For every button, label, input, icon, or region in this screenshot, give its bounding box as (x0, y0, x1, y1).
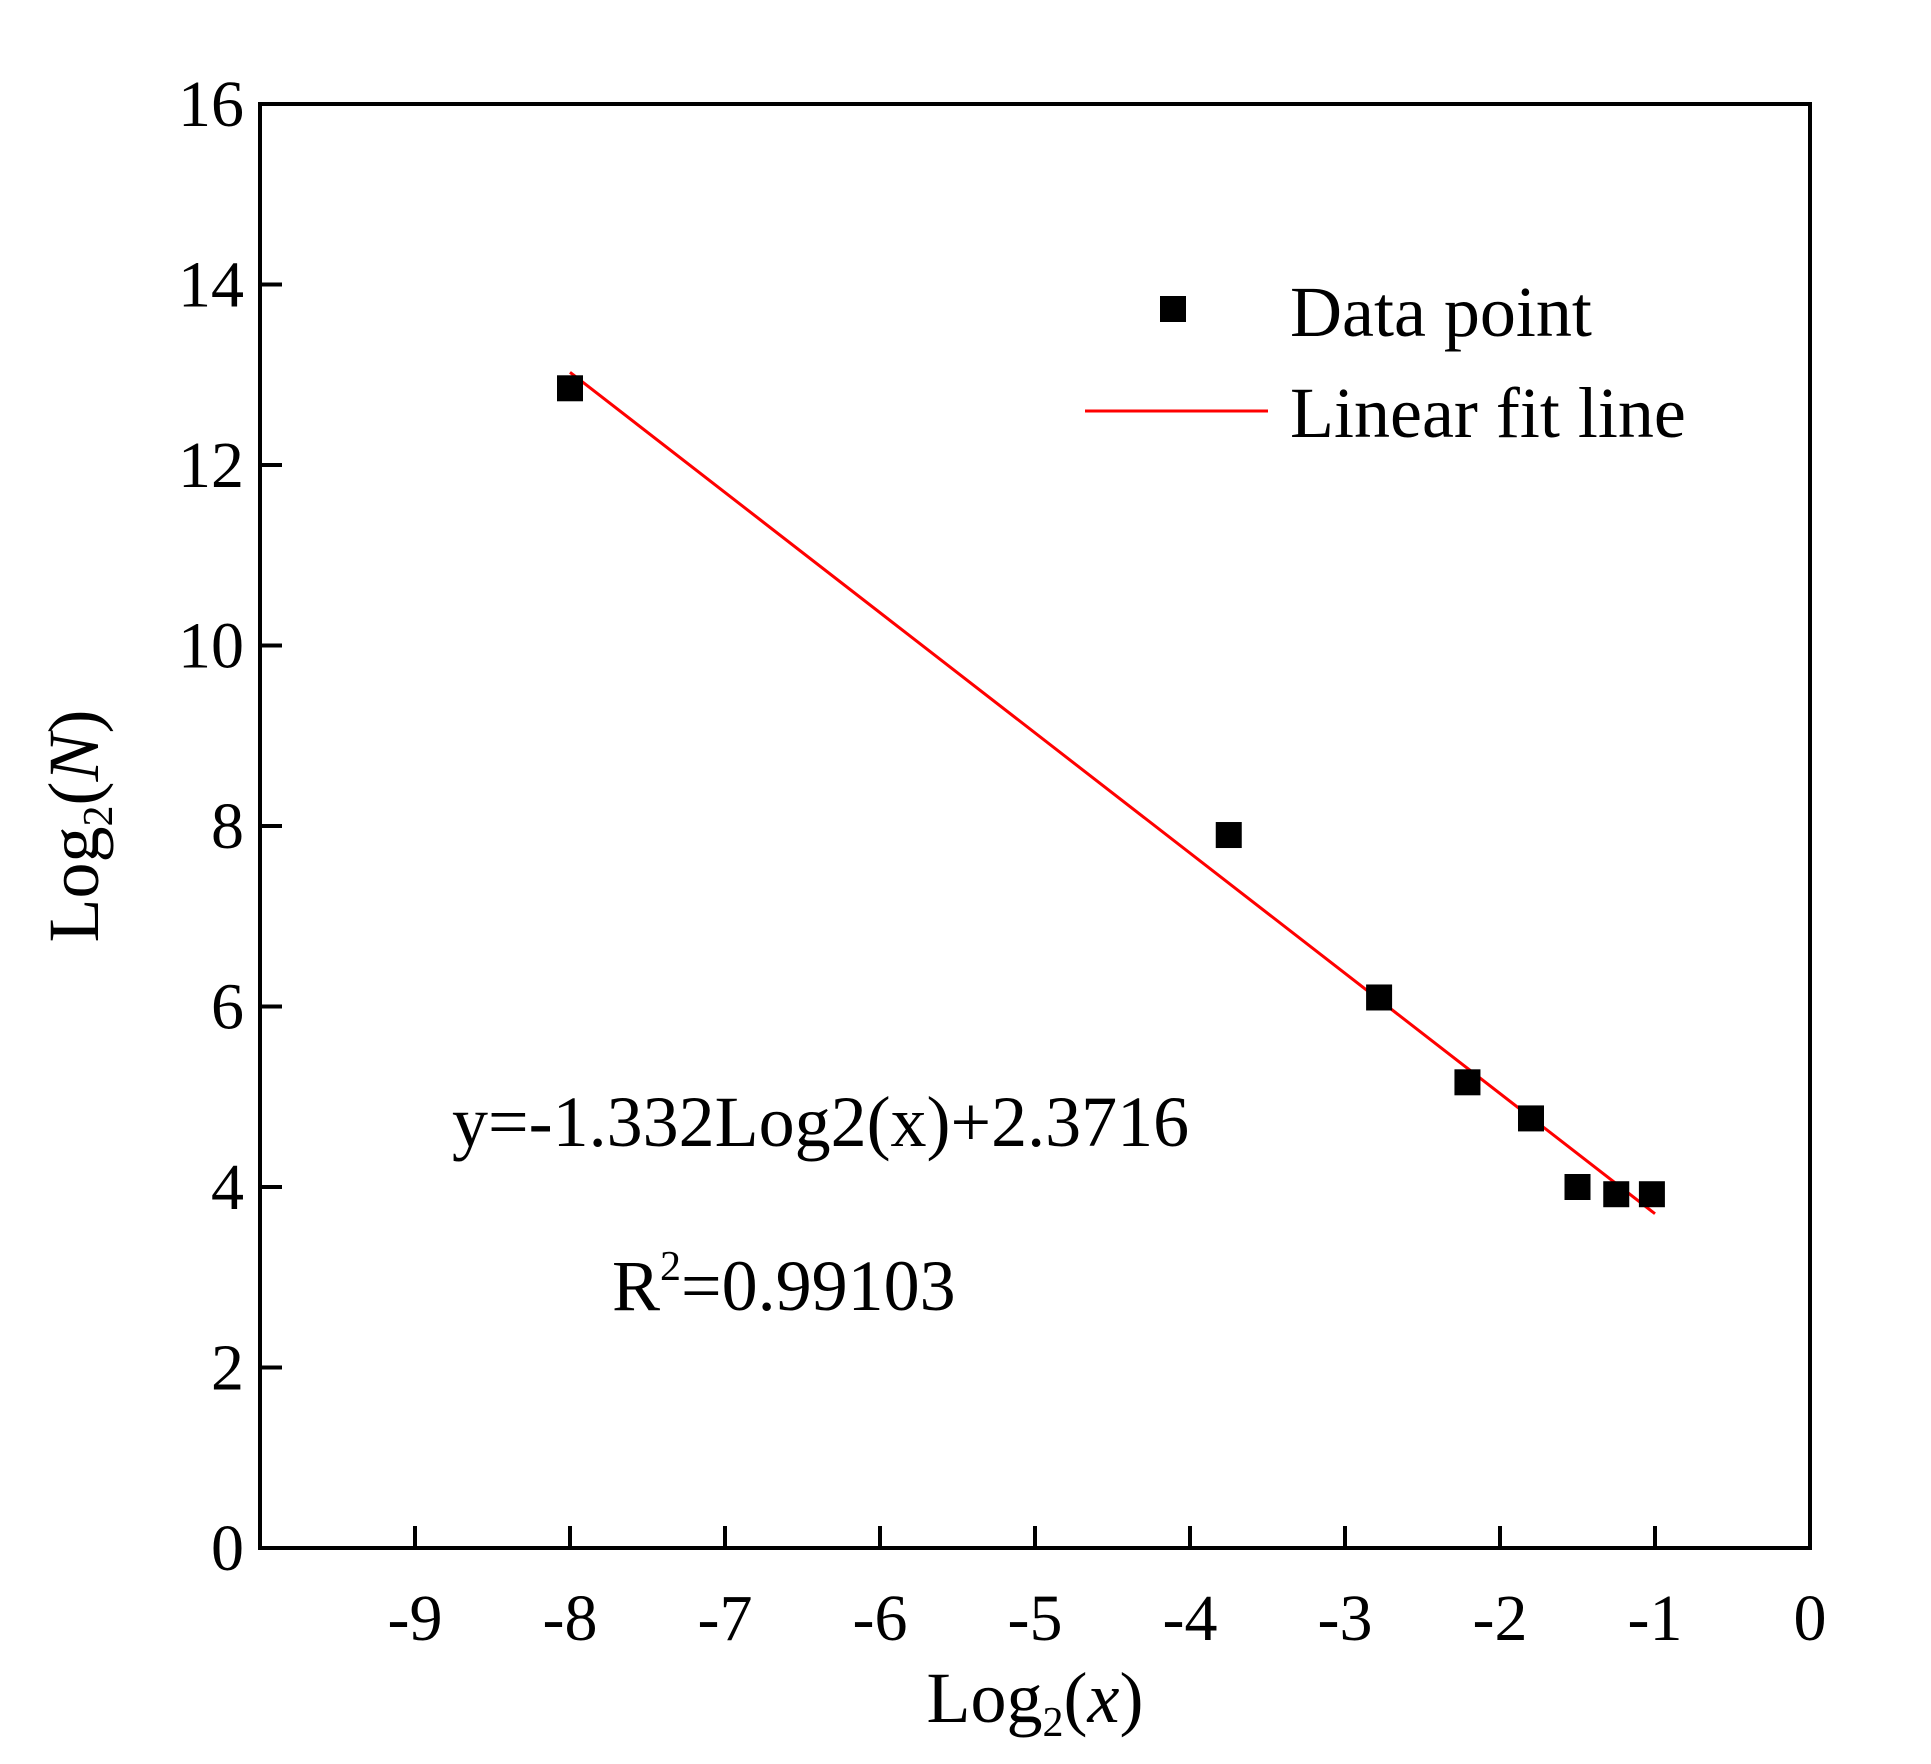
y-axis: 0 2 4 6 8 10 12 14 16 (178, 68, 282, 1585)
r-squared: R2=0.99103 (612, 1244, 956, 1326)
data-point-marker (1638, 1181, 1665, 1208)
series-layer (557, 371, 1665, 1215)
y-axis-title-arg: N (34, 730, 114, 783)
x-tick-label: -7 (698, 1582, 753, 1655)
y-tick-label: 10 (178, 610, 244, 683)
x-tick-label: -3 (1318, 1582, 1373, 1655)
legend-label-linear-fit: Linear fit line (1290, 373, 1686, 453)
y-tick-label: 8 (211, 790, 244, 863)
y-tick-label: 2 (211, 1332, 244, 1405)
r-squared-prefix: R (612, 1246, 660, 1326)
y-tick-label: 12 (178, 429, 244, 502)
legend-label-data-point: Data point (1290, 272, 1592, 352)
x-axis-title-arg: x (1087, 1658, 1120, 1738)
data-point-marker (1366, 984, 1393, 1011)
fit-equation: y=-1.332Log2(x)+2.3716 (452, 1082, 1189, 1162)
x-axis-title-base: Log (927, 1658, 1043, 1738)
y-tick-label: 0 (211, 1512, 244, 1585)
y-tick-label: 14 (178, 249, 244, 322)
x-tick-label: 0 (1794, 1582, 1827, 1655)
x-axis-title: Log2(x) (927, 1658, 1144, 1746)
y-tick-label: 16 (178, 68, 244, 141)
x-tick-label: -8 (543, 1582, 598, 1655)
x-tick-label: -6 (853, 1582, 908, 1655)
x-tick-label: -2 (1473, 1582, 1528, 1655)
data-point-marker (1215, 822, 1242, 849)
data-point-marker (557, 375, 583, 402)
r-squared-value: =0.99103 (681, 1246, 956, 1326)
legend: Data point Linear fit line (1085, 272, 1686, 453)
y-axis-title-base: Log (34, 827, 114, 943)
legend-marker-data-point (1160, 296, 1186, 322)
x-tick-label: -1 (1628, 1582, 1683, 1655)
y-tick-label: 6 (211, 971, 244, 1044)
x-tick-label: -4 (1163, 1582, 1218, 1655)
y-axis-title: Log2(N) (34, 710, 122, 943)
x-tick-label: -5 (1008, 1582, 1063, 1655)
data-point-marker (1564, 1174, 1591, 1200)
r-squared-sup: 2 (660, 1244, 681, 1290)
data-point-marker (1454, 1069, 1481, 1096)
data-point-marker (1603, 1181, 1630, 1208)
data-point-marker (1518, 1105, 1544, 1132)
x-axis: -9 -8 -7 -6 -5 -4 -3 -2 -1 0 (388, 1526, 1827, 1655)
x-tick-label: -9 (388, 1582, 443, 1655)
y-tick-label: 4 (211, 1151, 244, 1224)
x-axis-title-sub: 2 (1043, 1700, 1064, 1746)
y-axis-title-sub: 2 (76, 806, 122, 827)
